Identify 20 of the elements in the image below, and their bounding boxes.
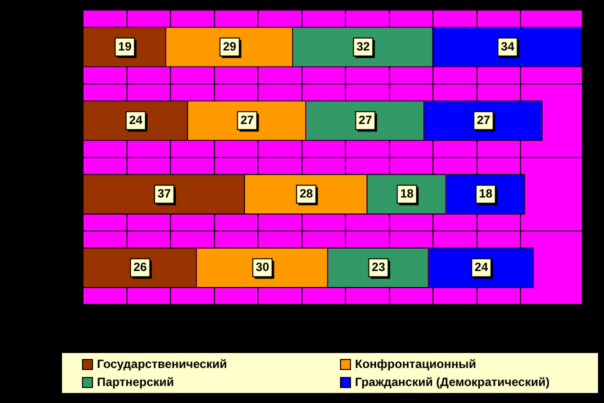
data-label: 28 <box>300 186 314 201</box>
legend-label: Партнерский <box>97 375 174 389</box>
legend-label: Государственический <box>97 357 228 371</box>
data-label: 24 <box>474 260 488 274</box>
data-label: 19 <box>118 39 132 54</box>
data-label: 24 <box>129 112 143 127</box>
data-label: 34 <box>500 39 515 54</box>
data-label: 30 <box>256 260 270 274</box>
data-label: 26 <box>133 260 148 274</box>
legend-label: Гражданский (Демократический) <box>355 375 550 389</box>
data-label: 29 <box>222 39 237 54</box>
data-label: 18 <box>400 186 414 201</box>
data-label: 32 <box>356 39 370 54</box>
data-label: 27 <box>358 112 372 127</box>
data-label: 27 <box>240 112 254 127</box>
data-label: 37 <box>158 186 172 201</box>
data-label: 27 <box>476 112 491 127</box>
legend-label: Конфронтационный <box>355 357 476 371</box>
data-label: 18 <box>479 186 493 201</box>
data-label: 23 <box>372 260 386 274</box>
